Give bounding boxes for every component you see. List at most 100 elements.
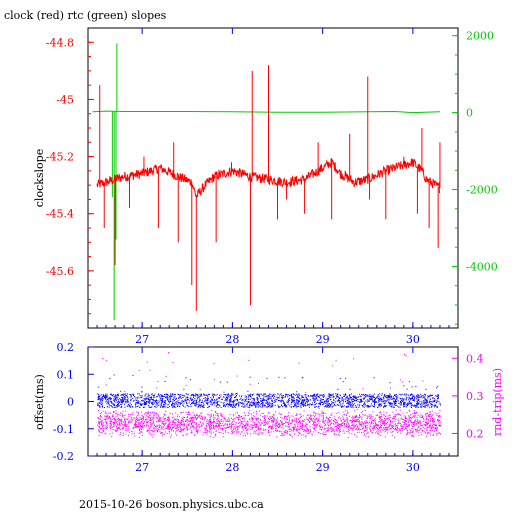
round-trip-point <box>276 436 278 438</box>
round-trip-point <box>415 430 417 432</box>
offset-point <box>280 395 282 397</box>
round-trip-point <box>438 420 440 422</box>
round-trip-point <box>354 415 356 417</box>
round-trip-point <box>409 420 411 422</box>
round-trip-point <box>260 420 262 421</box>
offset-point <box>376 396 378 398</box>
round-trip-point <box>405 426 407 428</box>
offset-point <box>260 404 262 406</box>
offset-point <box>127 401 129 403</box>
round-trip-point <box>354 425 356 427</box>
round-trip-point <box>363 423 364 424</box>
round-trip-point <box>380 411 381 413</box>
offset-point <box>244 398 246 400</box>
offset-point <box>210 403 212 405</box>
round-trip-point <box>183 428 184 430</box>
offset-point <box>329 399 331 401</box>
round-trip-point <box>349 420 351 422</box>
round-trip-point <box>372 427 374 429</box>
round-trip-point <box>320 415 322 417</box>
round-trip-point <box>258 430 260 432</box>
round-trip-point <box>431 429 433 431</box>
round-trip-point <box>309 428 311 430</box>
offset-point <box>182 394 184 396</box>
round-trip-point <box>259 424 261 426</box>
round-trip-point <box>310 418 312 420</box>
round-trip-point <box>197 431 199 433</box>
offset-point <box>191 402 193 404</box>
round-trip-point <box>180 422 182 424</box>
offset-point <box>115 396 117 398</box>
offset-point <box>326 402 328 404</box>
offset-point <box>108 406 110 408</box>
round-trip-point <box>177 418 179 420</box>
round-trip-point <box>256 419 258 421</box>
offset-point <box>432 405 434 407</box>
offset-point <box>180 394 182 395</box>
round-trip-point <box>194 414 196 416</box>
round-trip-point <box>221 415 223 417</box>
round-trip-point <box>328 419 330 420</box>
round-trip-point <box>176 426 178 428</box>
round-trip-point <box>309 429 311 431</box>
round-trip-point <box>252 424 254 426</box>
round-trip-point <box>163 413 165 415</box>
offset-point <box>333 402 335 404</box>
round-trip-point <box>122 411 124 412</box>
offset-point <box>367 394 369 396</box>
offset-point <box>382 401 384 403</box>
round-trip-point <box>107 427 108 429</box>
offset-point <box>426 404 428 406</box>
round-trip-point <box>394 436 395 438</box>
round-trip-point <box>196 419 197 421</box>
round-trip-point <box>161 432 162 434</box>
round-trip-point <box>98 420 100 422</box>
offset-point <box>328 404 330 406</box>
round-trip-point <box>153 415 155 416</box>
offset-point <box>373 404 375 406</box>
offset-point <box>253 399 255 401</box>
round-trip-point <box>360 429 362 430</box>
round-trip-point <box>376 431 378 433</box>
round-trip-point <box>298 422 300 423</box>
round-trip-point <box>343 411 345 413</box>
round-trip-point <box>105 415 107 417</box>
offset-point <box>267 394 269 396</box>
round-trip-point <box>101 422 103 424</box>
round-trip-point <box>353 421 355 423</box>
offset-point <box>269 402 271 404</box>
offset-point <box>297 402 299 404</box>
round-trip-point <box>147 413 149 415</box>
round-trip-point <box>175 412 177 414</box>
offset-point <box>249 399 251 400</box>
offset-point <box>179 405 181 407</box>
offset-point <box>191 394 192 396</box>
round-trip-point <box>100 432 102 434</box>
round-trip-outlier <box>205 397 207 399</box>
round-trip-point <box>284 432 286 434</box>
offset-point <box>143 400 145 402</box>
offset-point <box>187 399 189 400</box>
offset-point <box>437 398 439 400</box>
offset-point <box>227 403 229 405</box>
offset-point <box>370 403 372 405</box>
round-trip-point <box>219 423 220 425</box>
offset-point <box>358 401 360 403</box>
round-trip-point <box>283 427 285 429</box>
round-trip-point <box>407 425 409 427</box>
offset-point <box>422 400 424 402</box>
offset-point <box>104 395 106 397</box>
offset-point <box>196 394 198 396</box>
offset-point <box>145 397 147 399</box>
offset-point <box>407 394 409 396</box>
round-trip-point <box>271 415 273 417</box>
offset-point <box>169 405 170 407</box>
round-trip-point <box>382 421 383 423</box>
round-trip-point <box>414 413 416 415</box>
round-trip-point <box>128 434 129 436</box>
offset-point <box>390 405 392 407</box>
round-trip-point <box>153 420 154 422</box>
round-trip-point <box>173 430 174 432</box>
offset-point <box>436 395 438 397</box>
offset-point <box>383 395 385 397</box>
